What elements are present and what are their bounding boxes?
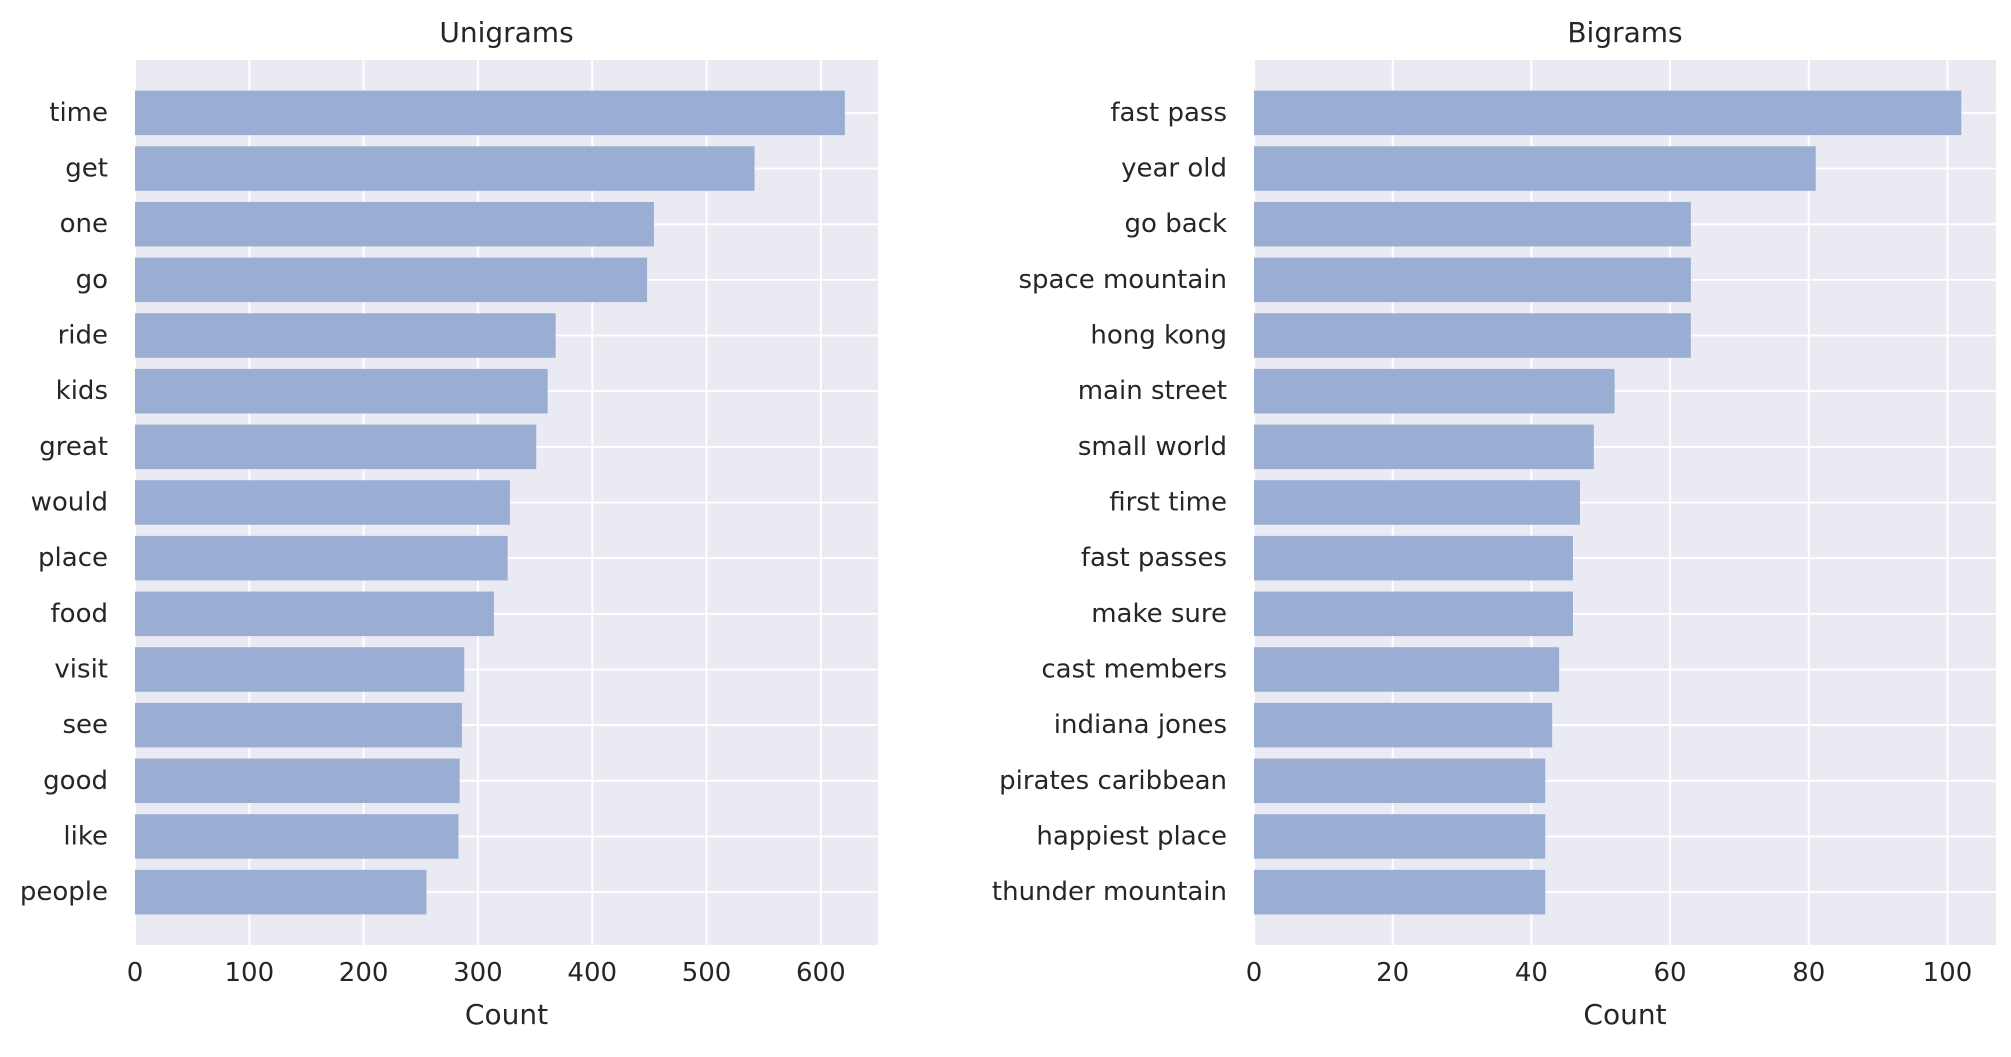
bar-first-time (1254, 480, 1580, 525)
bar-space-mountain (1254, 257, 1691, 303)
y-tick-label-one: one (60, 209, 108, 239)
y-tick-label-year-old: year old (1121, 154, 1227, 184)
bar-get (135, 146, 755, 191)
bar-make-sure (1254, 591, 1573, 637)
y-tick-label-people: people (20, 877, 108, 907)
x-tick-label-600: 600 (796, 958, 846, 988)
bar-happiest-place (1254, 814, 1546, 859)
y-tick-label-indiana-jones: indiana jones (1054, 710, 1227, 740)
x-tick-label-100: 100 (224, 958, 274, 988)
y-tick-label-hong-kong: hong kong (1090, 321, 1227, 351)
y-tick-label-small-world: small world (1078, 432, 1227, 462)
bar-hong-kong (1254, 313, 1691, 358)
y-tick-label-fast-passes: fast passes (1081, 543, 1227, 573)
bar-visit (135, 647, 465, 692)
bar-cast-members (1254, 647, 1560, 692)
x-tick-label-500: 500 (682, 958, 732, 988)
y-tick-label-time: time (49, 98, 108, 128)
bar-place (135, 535, 508, 581)
y-tick-label-first-time: first time (1109, 488, 1227, 518)
bar-food (135, 591, 494, 637)
bar-go (135, 257, 648, 303)
bigrams-chart: fast pass year old go back space mountain ho… (992, 16, 1996, 1031)
y-tick-label-cast-members: cast members (1041, 654, 1227, 684)
y-tick-label-food: food (51, 599, 108, 629)
x-tick-label-80: 80 (1792, 958, 1825, 988)
y-tick-label-go-back: go back (1125, 209, 1227, 239)
x-tick-label-40: 40 (1515, 958, 1548, 988)
bar-would (135, 480, 510, 525)
y-tick-label-make-sure: make sure (1091, 599, 1227, 629)
y-tick-label-visit: visit (54, 654, 108, 684)
bar-thunder-mountain (1254, 869, 1546, 915)
bar-good (135, 758, 460, 804)
y-tick-label-see: see (62, 710, 108, 740)
y-tick-label-go: go (76, 265, 108, 295)
bar-people (135, 869, 427, 915)
bar-year-old (1254, 146, 1816, 191)
x-tick-label-0: 0 (127, 958, 144, 988)
bar-fast-pass (1254, 90, 1962, 136)
y-tick-label-would: would (31, 488, 108, 518)
x-tick-label-20: 20 (1376, 958, 1409, 988)
x-tick-label-300: 300 (453, 958, 503, 988)
x-tick-label-400: 400 (567, 958, 617, 988)
y-tick-label-space-mountain: space mountain (1018, 265, 1227, 295)
y-tick-label-good: good (43, 766, 108, 796)
bar-small-world (1254, 424, 1594, 470)
bar-go-back (1254, 201, 1691, 247)
bar-time (135, 90, 845, 136)
y-tick-label-kids: kids (56, 376, 108, 406)
y-tick-label-happiest-place: happiest place (1036, 821, 1227, 851)
bar-pirates-caribbean (1254, 758, 1546, 804)
x-axis-label: Count (1583, 998, 1666, 1031)
x-tick-label-60: 60 (1654, 958, 1687, 988)
x-axis-label: Count (465, 998, 548, 1031)
chart-title: Unigrams (439, 16, 573, 49)
x-tick-label-200: 200 (339, 958, 389, 988)
bar-see (135, 702, 462, 748)
bar-great (135, 424, 537, 470)
y-tick-label-place: place (38, 543, 108, 573)
y-tick-label-ride: ride (58, 321, 108, 351)
y-tick-label-main-street: main street (1078, 376, 1227, 406)
y-tick-label-like: like (63, 821, 108, 851)
unigrams-chart: time get one go ride kids great would place food v… (20, 16, 878, 1031)
bar-fast-passes (1254, 535, 1573, 581)
y-tick-label-thunder-mountain: thunder mountain (992, 877, 1227, 907)
x-tick-label-100: 100 (1923, 958, 1973, 988)
bar-one (135, 201, 654, 247)
y-tick-label-pirates-caribbean: pirates caribbean (999, 766, 1227, 796)
y-tick-label-get: get (65, 154, 108, 184)
bar-main-street (1254, 368, 1615, 414)
y-tick-label-fast-pass: fast pass (1110, 98, 1227, 128)
bar-kids (135, 368, 548, 414)
x-tick-label-0: 0 (1246, 958, 1263, 988)
bar-indiana-jones (1254, 702, 1553, 748)
y-tick-label-great: great (39, 432, 108, 462)
bar-like (135, 814, 459, 859)
bar-ride (135, 313, 556, 358)
chart-title: Bigrams (1567, 16, 1682, 49)
